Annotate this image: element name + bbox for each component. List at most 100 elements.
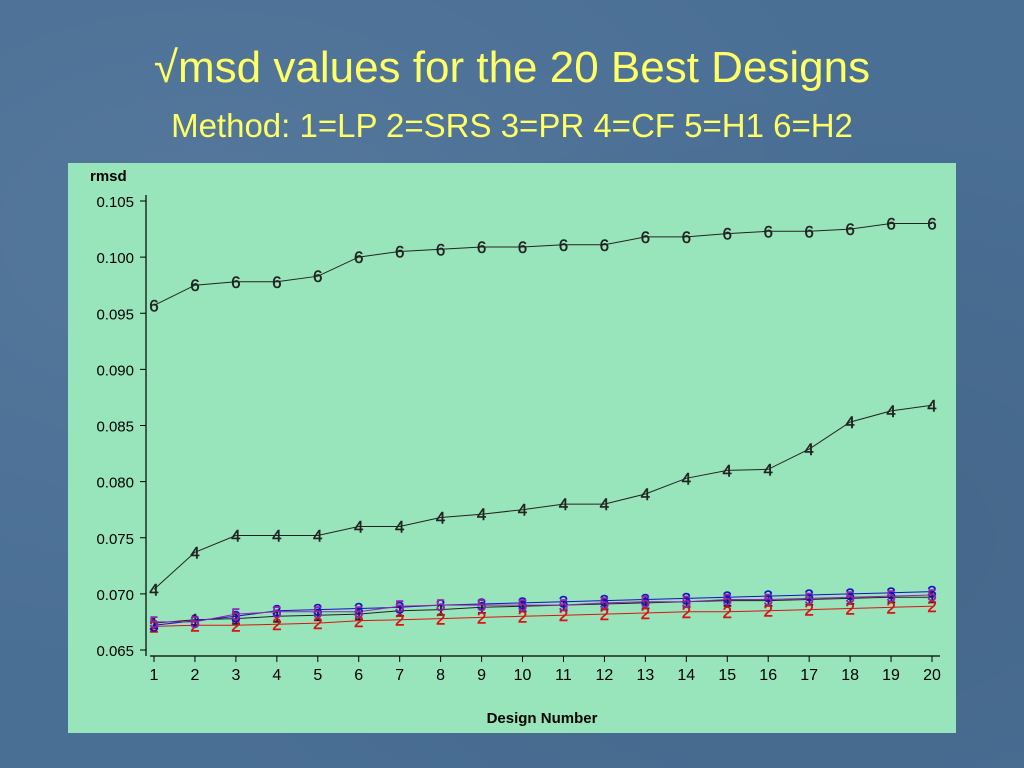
data-point-6: 6 [436,240,445,259]
data-point-1: 1 [723,592,732,611]
data-point-5: 5 [723,590,732,609]
data-point-1: 1 [763,592,772,611]
x-tick-label: 18 [841,667,859,684]
data-point-6: 6 [559,236,568,255]
data-point-2: 2 [190,616,199,635]
data-point-4: 4 [600,495,609,514]
y-tick-label: 0.105 [96,194,134,211]
data-point-6: 6 [272,273,281,292]
data-point-3: 3 [395,598,404,617]
x-tick-label: 11 [555,667,572,684]
data-point-3: 3 [886,584,895,603]
chart-panel: rmsd Design Number 0.065 0.070 0.075 0.080 0… [68,163,956,733]
data-point-4: 4 [845,413,854,432]
data-point-5: 5 [641,593,650,612]
data-point-2: 2 [845,599,854,618]
x-tick-label: 15 [718,667,736,684]
data-point-2: 2 [641,604,650,623]
data-point-4: 4 [477,505,486,524]
data-point-5: 5 [436,596,445,615]
data-point-2: 2 [231,616,240,635]
data-point-1: 1 [231,610,240,629]
data-point-1: 1 [395,602,404,621]
data-point-4: 4 [763,460,772,479]
series-markers: 1 1 1 1 1 1 1 1 1 1 1 1 1 1 1 1 1 1 1 12 2 2 2 2 2 2 2 2 2 2 2 2 2 2 2 2 2 2 2… [149,214,937,636]
data-point-2: 2 [395,611,404,630]
data-point-6: 6 [927,214,936,233]
data-point-1: 1 [600,595,609,614]
data-point-4: 4 [231,527,240,546]
data-point-4: 4 [804,440,813,459]
data-point-4: 4 [927,396,936,415]
data-point-5: 5 [804,589,813,608]
data-point-3: 3 [149,616,158,635]
data-point-3: 3 [927,583,936,602]
data-point-3: 3 [641,590,650,609]
data-point-6: 6 [804,222,813,241]
data-point-1: 1 [927,588,936,607]
data-point-1: 1 [477,598,486,617]
x-tick-label: 12 [596,667,614,684]
data-point-2: 2 [313,614,322,633]
data-point-1: 1 [641,594,650,613]
x-tick-label: 17 [800,667,818,684]
x-tick-label: 1 [150,667,159,684]
data-point-3: 3 [190,612,199,631]
data-point-2: 2 [436,610,445,629]
data-point-3: 3 [763,587,772,606]
data-point-2: 2 [927,597,936,616]
x-tick-label: 9 [477,667,486,684]
data-point-6: 6 [600,236,609,255]
data-point-6: 6 [886,214,895,233]
data-point-4: 4 [313,527,322,546]
series-line-5 [154,594,933,623]
data-point-2: 2 [682,603,691,622]
data-point-3: 3 [600,592,609,611]
data-point-5: 5 [272,603,281,622]
data-point-4: 4 [436,509,445,528]
data-point-1: 1 [436,601,445,620]
data-point-2: 2 [559,606,568,625]
data-point-3: 3 [354,599,363,618]
data-point-2: 2 [804,601,813,620]
data-point-3: 3 [559,593,568,612]
data-point-3: 3 [313,601,322,620]
data-point-4: 4 [886,402,895,421]
y-tick-label: 0.075 [96,531,134,548]
data-point-1: 1 [313,606,322,625]
data-point-5: 5 [600,594,609,613]
data-point-5: 5 [395,597,404,616]
data-point-3: 3 [845,585,854,604]
x-tick-label: 2 [190,667,199,684]
slide-title: √msd values for the 20 Best Designs [153,43,871,92]
data-point-3: 3 [231,607,240,626]
data-point-1: 1 [272,607,281,626]
data-point-5: 5 [231,605,240,624]
data-point-5: 5 [886,587,895,606]
data-point-6: 6 [477,238,486,257]
data-point-1: 1 [190,611,199,630]
data-point-6: 6 [354,248,363,267]
data-point-4: 4 [641,485,650,504]
x-tick-label: 14 [677,667,695,684]
series-line-2 [153,605,933,627]
data-point-5: 5 [149,613,158,632]
data-point-4: 4 [518,501,527,520]
y-tick-label: 0.065 [96,643,134,660]
data-point-4: 4 [559,495,568,514]
data-point-5: 5 [313,603,322,622]
series-lines [153,223,933,627]
data-point-1: 1 [518,597,527,616]
x-tick-label: 7 [395,667,404,684]
data-point-3: 3 [436,596,445,615]
data-point-5: 5 [763,590,772,609]
data-point-5: 5 [927,586,936,605]
data-point-3: 3 [272,602,281,621]
series-line-1 [153,596,932,624]
data-point-6: 6 [845,220,854,239]
series-line-4 [153,404,933,590]
y-tick-label: 0.085 [96,419,134,436]
data-point-3: 3 [682,589,691,608]
data-point-5: 5 [477,596,486,615]
y-tick-label: 0.080 [96,475,134,492]
